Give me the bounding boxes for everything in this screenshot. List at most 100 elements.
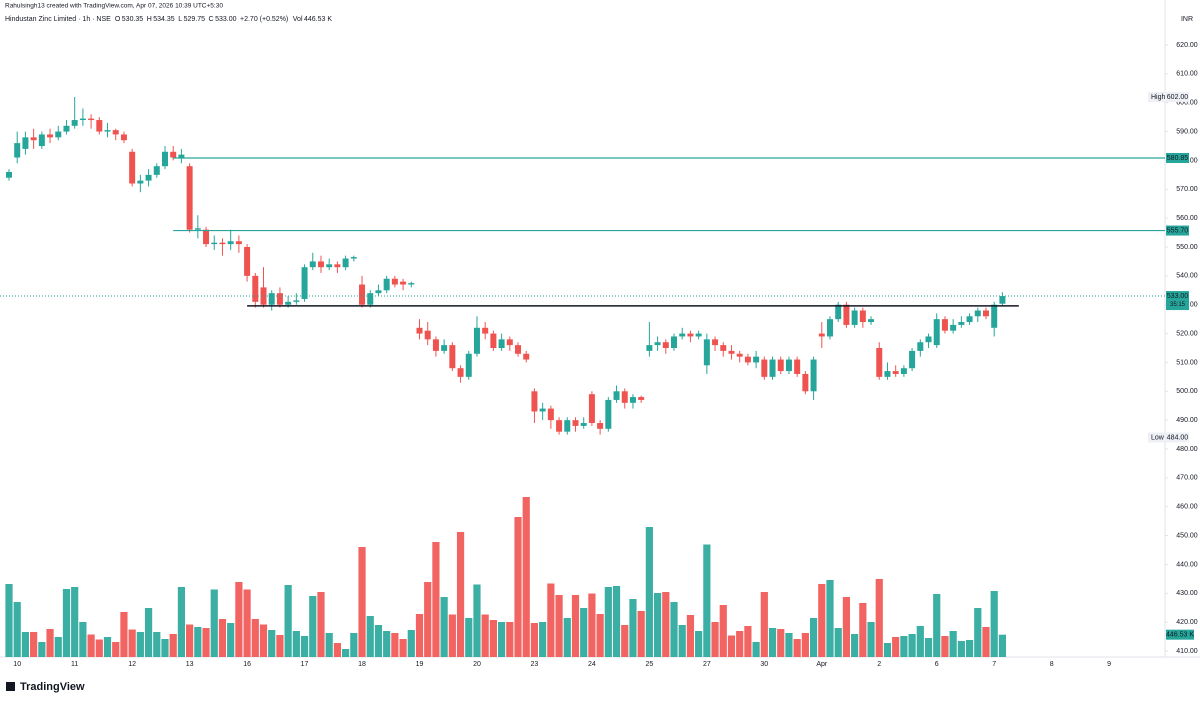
candle-body: [876, 348, 883, 377]
candle-body: [761, 359, 768, 377]
volume-bar: [506, 622, 514, 657]
volume-bar: [38, 642, 46, 657]
volume-bar: [448, 614, 456, 657]
volume-bar: [79, 622, 87, 657]
candle-body: [14, 143, 21, 158]
candle-body: [309, 261, 316, 268]
volume-bar: [653, 593, 662, 657]
volume-bar: [259, 624, 268, 657]
candle-body: [728, 350, 735, 354]
candle-body: [441, 345, 448, 351]
candle-body: [785, 359, 792, 372]
y-tick-label: 520.00: [1176, 330, 1198, 337]
x-tick-label: 19: [416, 661, 424, 668]
volume-bar: [465, 618, 473, 657]
volume-bar: [801, 633, 809, 657]
candle-body: [646, 345, 653, 351]
candle-body: [843, 304, 850, 325]
volume-bar: [391, 633, 399, 657]
volume-bar: [415, 614, 424, 657]
volume-bar: [629, 599, 637, 657]
volume-bar: [818, 584, 826, 657]
candle-body: [506, 339, 513, 346]
volume-bar: [711, 622, 719, 657]
volume-value: 446.53 K: [304, 16, 332, 23]
candle-body: [367, 293, 374, 305]
candle-body: [129, 151, 136, 184]
y-tick-label: 510.00: [1176, 359, 1198, 366]
volume-bar: [440, 597, 448, 657]
volume-bar: [678, 625, 686, 657]
volume-bar: [834, 628, 842, 657]
candle-body: [597, 423, 604, 429]
candle-body: [974, 310, 981, 317]
volume-bar: [982, 627, 990, 657]
volume-bar: [144, 608, 153, 657]
volume-bar: [612, 586, 621, 657]
x-tick-label: 24: [588, 661, 596, 668]
x-tick-label: 7: [992, 661, 996, 668]
volume-bar: [62, 589, 71, 657]
volume-bar: [30, 632, 38, 657]
candle-body: [818, 333, 825, 337]
y-tick-label: 410.00: [1176, 648, 1198, 655]
volume-bar: [793, 639, 801, 657]
candle-body: [170, 151, 177, 158]
volume-bar: [333, 643, 341, 657]
volume-bar: [87, 634, 95, 657]
volume-bar: [924, 638, 933, 657]
candle-body: [712, 339, 719, 346]
candle-body: [145, 174, 152, 181]
candle-body: [244, 247, 251, 276]
x-tick-label: 11: [71, 661, 78, 668]
x-tick-label: 6: [935, 661, 939, 668]
candle-body: [301, 267, 308, 299]
volume-bar: [859, 603, 867, 657]
x-tick-label: 20: [473, 661, 481, 668]
volume-bar: [588, 593, 596, 657]
volume-bar: [580, 608, 588, 657]
candle-body: [695, 333, 702, 337]
volume-bar: [374, 625, 383, 657]
low-text: Low: [1151, 434, 1165, 441]
candle-body: [859, 310, 866, 323]
x-tick-label: 13: [186, 661, 194, 668]
candle-body: [276, 293, 283, 305]
volume-bar: [342, 649, 350, 657]
volume-bar: [867, 622, 875, 657]
volume-bar: [744, 626, 752, 657]
candle-body: [227, 241, 234, 245]
candle-body: [802, 373, 809, 392]
volume-bar: [826, 580, 834, 657]
volume-bar: [194, 627, 202, 657]
volume-bar: [456, 532, 465, 657]
volume-bar: [235, 582, 243, 657]
volume-bar: [941, 636, 949, 657]
volume-bar: [153, 632, 161, 657]
x-tick-label: 23: [531, 661, 539, 668]
volume-bar: [202, 628, 210, 657]
last-volume-box: [1166, 629, 1194, 640]
candle-body: [350, 257, 357, 259]
candle-body: [178, 154, 185, 158]
volume-bar: [900, 636, 908, 657]
y-tick-label: 540.00: [1176, 273, 1198, 280]
x-tick-label: 25: [645, 661, 653, 668]
level-label: 580.85: [1167, 155, 1189, 162]
volume-bar: [998, 634, 1007, 657]
legend-key: H: [147, 16, 152, 23]
volume-bar: [695, 631, 703, 657]
y-tick-label: 600.00: [1176, 100, 1198, 107]
volume-bar: [752, 642, 760, 657]
logo-icon: [6, 682, 15, 691]
candle-body: [334, 264, 341, 268]
candle-body: [572, 420, 579, 426]
volume-bar: [719, 605, 727, 657]
candle-body: [63, 125, 70, 132]
candle-body: [285, 301, 292, 305]
logo: TradingView: [20, 681, 85, 693]
volume-bar: [777, 629, 785, 657]
volume-bar: [539, 622, 547, 657]
